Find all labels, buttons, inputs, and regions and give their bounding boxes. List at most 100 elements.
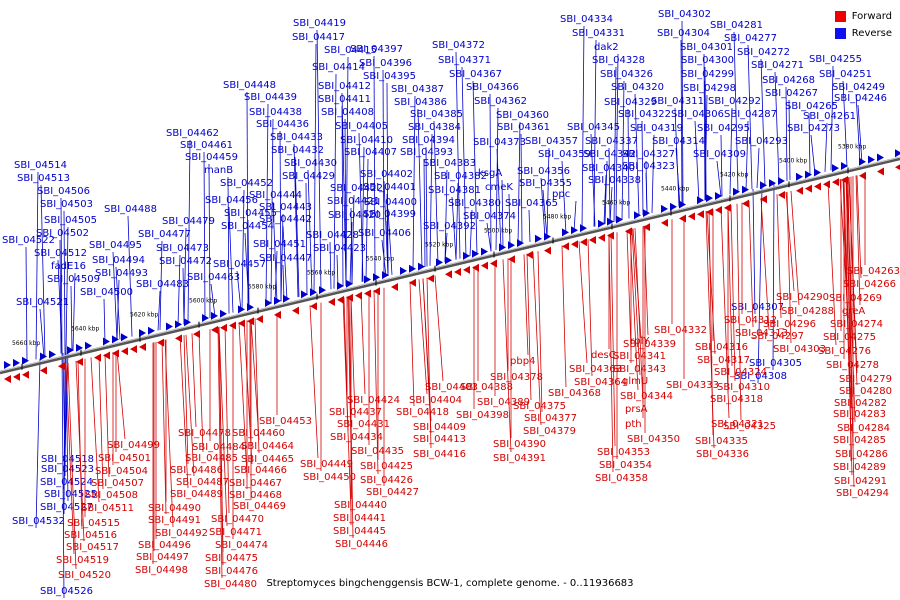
- reverse-gene-label: SBI_04329: [604, 97, 657, 108]
- reverse-gene-arrow: [40, 352, 47, 361]
- forward-gene-leader: [116, 351, 126, 440]
- reverse-gene-label: SBI_04393: [400, 147, 453, 158]
- reverse-gene-leader: [61, 353, 65, 599]
- reverse-gene-label: SBI_04337: [585, 136, 638, 147]
- forward-gene-arrow: [427, 274, 434, 283]
- forward-gene-arrow: [229, 321, 236, 330]
- axis-tick-label: 5460 kbp: [602, 199, 630, 206]
- reverse-gene-leader: [349, 221, 353, 285]
- reverse-gene-leader: [39, 308, 45, 358]
- forward-gene-leader: [578, 241, 588, 364]
- reverse-gene-label: SBI_04366: [466, 82, 519, 93]
- reverse-gene-leader: [112, 251, 118, 341]
- forward-gene-arrow: [292, 306, 299, 315]
- reverse-gene-arrow: [319, 286, 326, 295]
- reverse-gene-label: SBI_04521: [16, 297, 69, 308]
- reverse-gene-label: ppc: [552, 189, 570, 200]
- reverse-gene-leader: [627, 108, 630, 219]
- forward-gene-arrow: [193, 330, 200, 339]
- reverse-gene-label: SBI_04311: [651, 96, 704, 107]
- reverse-gene-leader: [604, 160, 608, 225]
- reverse-gene-label: dak2: [594, 42, 619, 53]
- reverse-gene-leader: [177, 254, 181, 326]
- forward-gene-arrow: [859, 171, 866, 180]
- reverse-gene-arrow: [445, 256, 452, 265]
- forward-gene-leader: [185, 334, 195, 477]
- reverse-gene-label: SBI_04419: [293, 18, 346, 29]
- reverse-gene-leader: [244, 232, 250, 309]
- reverse-gene-leader: [307, 169, 313, 294]
- reverse-gene-label: SBI_04327: [622, 149, 675, 160]
- reverse-gene-arrow: [580, 224, 587, 233]
- reverse-gene-arrow: [598, 219, 605, 228]
- reverse-gene-label: SBI_04402: [360, 169, 413, 180]
- reverse-gene-label: SBI_04392: [423, 221, 476, 232]
- reverse-gene-label: SBI_04493: [95, 268, 148, 279]
- forward-gene-leader: [217, 327, 223, 579]
- forward-gene-label: SBI_04487: [176, 477, 229, 488]
- forward-gene-arrow: [472, 263, 479, 272]
- forward-gene-leader: [856, 175, 862, 279]
- reverse-gene-label: SBI_04395: [363, 71, 416, 82]
- reverse-gene-arrow: [382, 271, 389, 280]
- legend-entry-reverse: Reverse: [834, 25, 892, 42]
- forward-gene-label: SBI_04285: [833, 435, 886, 446]
- reverse-gene-leader: [486, 222, 492, 252]
- reverse-gene-leader: [72, 272, 76, 351]
- forward-gene-label: SBI_04377: [524, 413, 577, 424]
- forward-gene-arrow: [841, 176, 848, 185]
- reverse-gene-label: SBI_04527: [40, 502, 93, 513]
- reverse-gene-leader: [341, 92, 347, 286]
- reverse-gene-label: SBI_04328: [592, 55, 645, 66]
- forward-gene-leader: [786, 191, 792, 344]
- reverse-gene-leader: [752, 188, 756, 315]
- forward-gene-arrow: [481, 261, 488, 270]
- forward-gene-label: SBI_04475: [205, 553, 258, 564]
- reverse-gene-label: SBI_04421: [327, 196, 380, 207]
- reverse-gene-label: SBI_04267: [765, 88, 818, 99]
- reverse-gene-leader: [65, 226, 69, 353]
- reverse-gene-leader: [35, 358, 41, 529]
- forward-gene-label: SBI_04389: [477, 397, 530, 408]
- reverse-gene-label: SBI_04302: [658, 9, 711, 20]
- reverse-gene-label: SBI_04273: [787, 123, 840, 134]
- forward-gene-label: SBI_04288: [781, 306, 834, 317]
- reverse-gene-leader: [159, 240, 163, 330]
- reverse-gene-label: SBI_04455: [224, 208, 277, 219]
- reverse-gene-leader: [246, 91, 249, 310]
- forward-gene-label: SBI_04437: [329, 407, 382, 418]
- forward-gene-arrow: [454, 268, 461, 277]
- forward-gene-leader: [426, 277, 432, 449]
- forward-gene-label: SBI_04363: [569, 364, 622, 375]
- forward-gene-label: SBI_04291: [834, 476, 887, 487]
- reverse-gene-leader: [386, 220, 389, 276]
- forward-gene-label: SBI_04465: [241, 454, 294, 465]
- forward-gene-leader: [523, 254, 529, 356]
- reverse-gene-arrow: [670, 202, 677, 211]
- forward-gene-label: SBI_04515: [67, 518, 120, 529]
- forward-gene-arrow: [175, 334, 182, 343]
- reverse-gene-label: SBI_04277: [724, 33, 777, 44]
- forward-gene-label: SBI_04274: [830, 319, 883, 330]
- forward-gene-leader: [705, 211, 715, 449]
- reverse-gene-leader: [830, 65, 834, 171]
- reverse-gene-label: SBI_04382: [434, 171, 487, 182]
- forward-gene-label: SBI_04403: [425, 382, 478, 393]
- forward-gene-label: SBI_04289: [833, 462, 886, 473]
- forward-gene-leader: [634, 227, 644, 404]
- forward-gene-label: SBI_04426: [360, 475, 413, 486]
- forward-gene-arrow: [346, 293, 353, 302]
- reverse-gene-label: SBI_04456: [205, 195, 258, 206]
- reverse-gene-arrow: [4, 361, 11, 370]
- reverse-gene-arrow: [184, 318, 191, 327]
- legend-entry-forward: Forward: [834, 8, 892, 25]
- reverse-gene-label: SBI_04271: [751, 60, 804, 71]
- forward-gene-label: SBI_04504: [95, 466, 148, 477]
- reverse-gene-label: SBI_04323: [622, 161, 675, 172]
- forward-gene-label: SBI_04364: [574, 377, 627, 388]
- reverse-gene-leader: [581, 25, 585, 230]
- reverse-gene-leader: [127, 215, 133, 337]
- forward-gene-arrow: [445, 270, 452, 279]
- forward-gene-arrow: [544, 246, 551, 255]
- reverse-gene-arrow: [400, 266, 407, 275]
